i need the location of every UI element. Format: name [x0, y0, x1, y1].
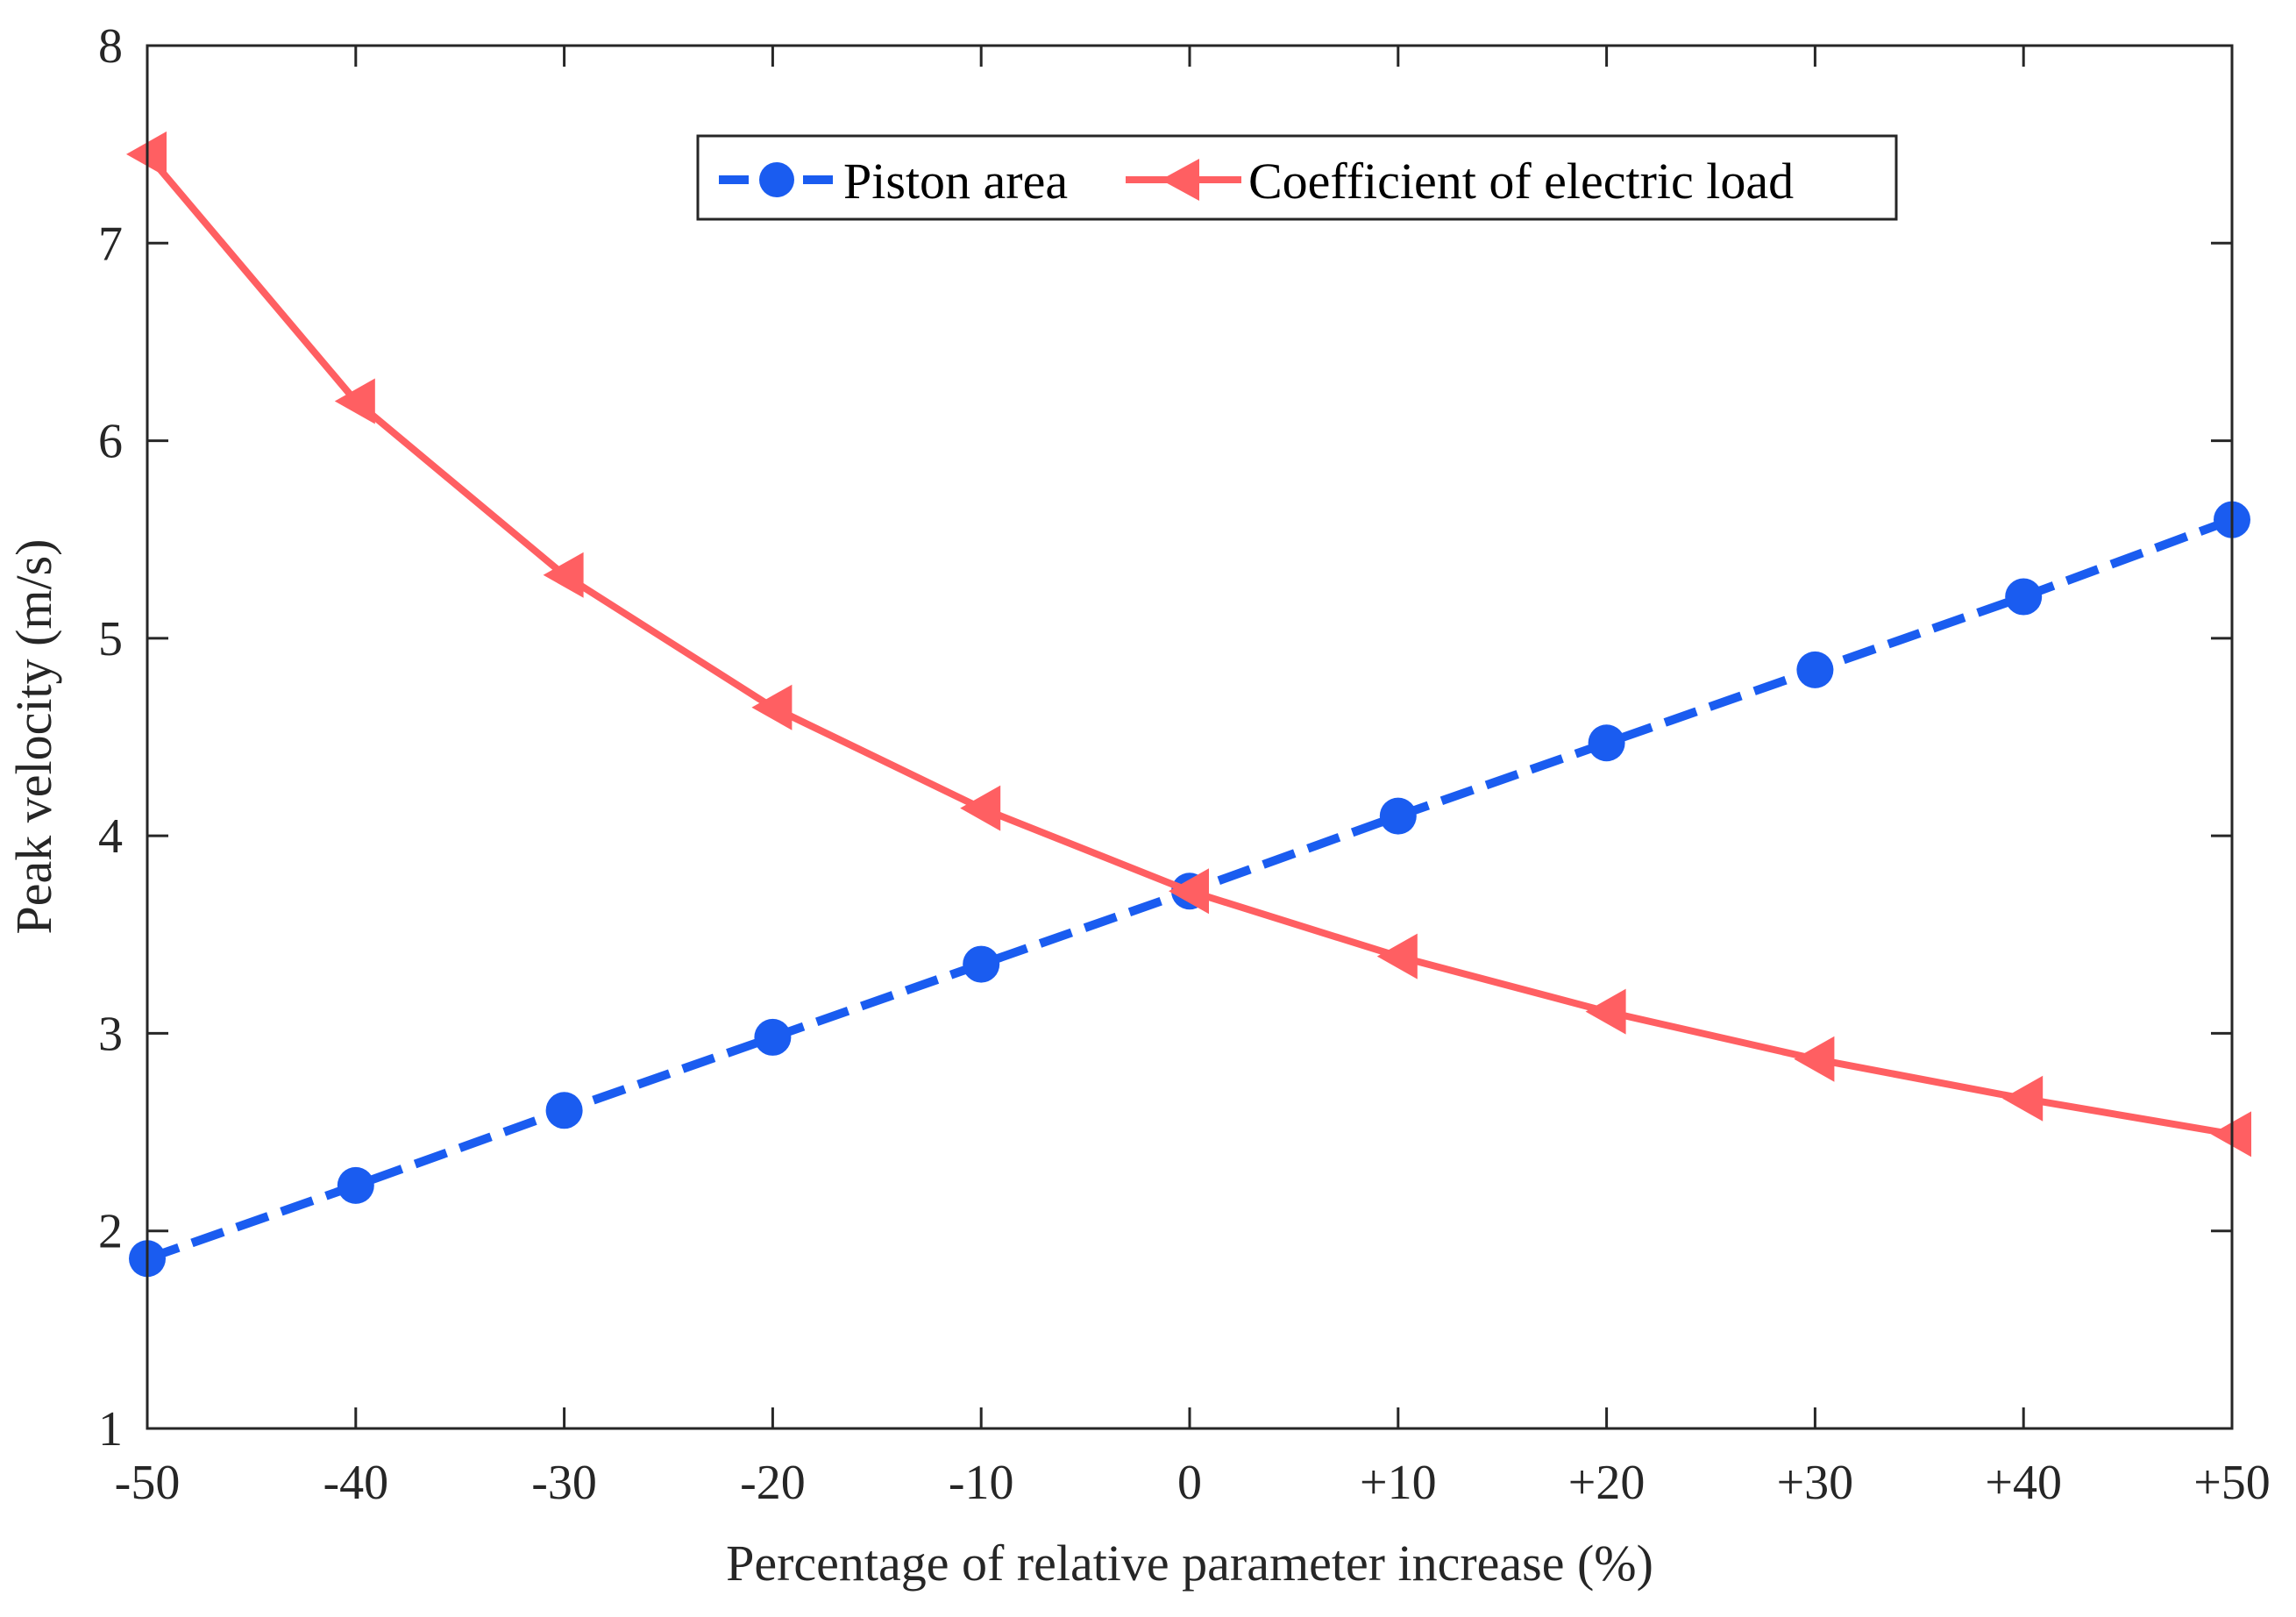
series-coefficient-of-electric-load — [126, 131, 2251, 1158]
legend-label-electric-load: Coefficient of electric load — [1248, 153, 1794, 210]
legend-box — [696, 134, 1898, 221]
x-tick-label: 0 — [1177, 1456, 1202, 1510]
x-tick-label: +20 — [1568, 1456, 1646, 1510]
legend-label-piston-area: Piston area — [843, 153, 1068, 210]
data-point-coefficient-of-electric-load — [1376, 933, 1418, 979]
data-point-coefficient-of-electric-load — [1794, 1036, 1835, 1082]
x-tick-label: -40 — [323, 1456, 388, 1510]
plot-area-frame — [146, 44, 2234, 1430]
x-tick-label: +30 — [1777, 1456, 1854, 1510]
y-tick-label: 1 — [98, 1402, 123, 1457]
y-tick-label: 4 — [98, 809, 123, 864]
y-tick-label: 3 — [98, 1007, 123, 1061]
data-point-piston-area — [1796, 651, 1834, 688]
data-point-piston-area — [337, 1166, 374, 1204]
y-tick-label: 8 — [98, 19, 123, 74]
legend-marker-electric-load — [1161, 159, 1199, 201]
x-tick-label: -20 — [740, 1456, 806, 1510]
y-tick-label: 2 — [98, 1205, 123, 1259]
ticks-layer: 1 2 3 4 5 6 7 8 -50 -40 -30 -20 -10 0 +10 +20 +30 +40 +50 — [98, 19, 2271, 1510]
legend-marker-piston-area — [759, 162, 794, 197]
data-point-piston-area — [1588, 724, 1625, 762]
y-tick-label: 6 — [98, 415, 123, 469]
x-tick-label: -30 — [531, 1456, 597, 1510]
data-point-piston-area — [545, 1092, 583, 1129]
data-point-coefficient-of-electric-load — [1169, 868, 1209, 915]
y-axis-label: Peak velocity (m/s) — [5, 538, 62, 934]
x-tick-label: +40 — [1985, 1456, 2062, 1510]
data-point-coefficient-of-electric-load — [334, 378, 375, 424]
series-layer — [126, 131, 2251, 1278]
data-point-piston-area — [963, 945, 1000, 983]
legend: Piston area Coefficient of electric load — [696, 134, 1898, 221]
data-point-piston-area — [1379, 797, 1417, 835]
x-tick-label: -50 — [115, 1456, 181, 1510]
y-tick-label: 7 — [98, 217, 123, 271]
data-point-coefficient-of-electric-load — [543, 552, 584, 598]
x-tick-label: +10 — [1360, 1456, 1437, 1510]
x-tick-label: -10 — [949, 1456, 1014, 1510]
data-point-coefficient-of-electric-load — [2002, 1075, 2044, 1122]
data-point-coefficient-of-electric-load — [751, 684, 793, 730]
data-point-coefficient-of-electric-load — [1585, 988, 1626, 1035]
data-point-coefficient-of-electric-load — [960, 785, 1001, 831]
x-axis-label: Percentage of relative parameter increas… — [726, 1535, 1653, 1592]
data-point-piston-area — [2005, 578, 2043, 616]
data-point-piston-area — [754, 1018, 792, 1056]
y-tick-label: 5 — [98, 612, 123, 666]
x-tick-label: +50 — [2193, 1456, 2271, 1510]
